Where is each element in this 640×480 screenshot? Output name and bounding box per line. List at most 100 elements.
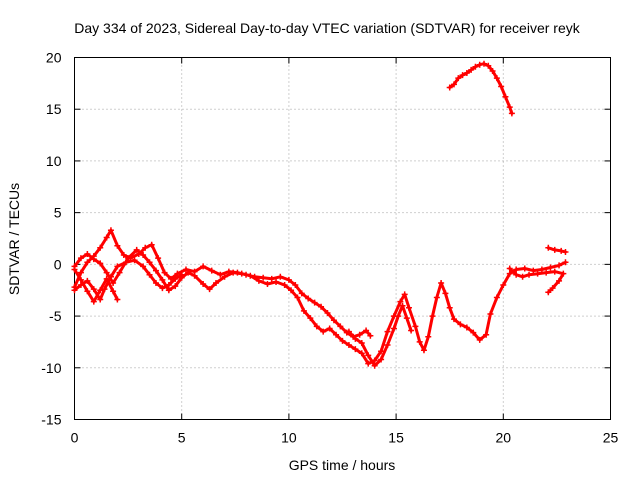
data-point — [352, 346, 359, 353]
data-point — [300, 307, 307, 314]
data-point — [545, 244, 552, 251]
tick-layer: 0 5 10 15 20 25 -15 -10 -5 0 5 10 15 20 — [41, 50, 618, 446]
data-point — [481, 60, 488, 67]
data-point — [378, 348, 385, 355]
y-tick-label: -15 — [41, 412, 61, 428]
data-point — [405, 304, 412, 311]
data-point — [77, 269, 84, 276]
data-point — [365, 360, 372, 367]
data-point — [77, 276, 84, 283]
data-point — [307, 315, 314, 322]
chart-title: Day 334 of 2023, Sidereal Day-to-day VTE… — [74, 20, 580, 36]
y-tick-label: -5 — [49, 308, 62, 324]
data-point — [298, 290, 305, 297]
data-point — [185, 269, 192, 276]
data-point — [326, 325, 333, 332]
data-point — [463, 324, 470, 331]
data-point — [114, 242, 121, 249]
data-point — [172, 275, 179, 282]
data-point — [356, 331, 363, 338]
y-axis-label: SDTVAR / TECUs — [6, 183, 22, 295]
data-point — [131, 257, 138, 264]
data-point — [455, 75, 462, 82]
series-sat-track-1 — [71, 227, 374, 340]
data-point — [110, 279, 117, 286]
data-point — [172, 283, 179, 290]
data-point — [311, 299, 318, 306]
data-point — [395, 313, 402, 320]
data-point — [442, 290, 449, 297]
data-point — [562, 248, 569, 255]
x-tick-label: 20 — [496, 430, 512, 446]
data-point — [268, 275, 275, 282]
data-point — [403, 315, 410, 322]
data-point — [412, 323, 419, 330]
data-point — [277, 273, 284, 280]
series-sat-track-2 — [71, 246, 569, 367]
data-point — [200, 263, 207, 270]
y-tick-label: 15 — [46, 101, 62, 117]
data-point — [549, 285, 556, 292]
y-tick-label: 10 — [46, 153, 62, 169]
data-point — [165, 282, 172, 289]
series-sat-track-8 — [446, 60, 515, 117]
data-point — [140, 252, 147, 259]
data-point — [476, 336, 483, 343]
data-point — [384, 328, 391, 335]
data-point — [545, 289, 552, 296]
data-point — [161, 269, 168, 276]
data-point — [292, 282, 299, 289]
data-point — [238, 270, 245, 277]
data-point — [146, 271, 153, 278]
data-point — [330, 317, 337, 324]
data-point — [281, 282, 288, 289]
y-tick-label: 5 — [54, 205, 62, 221]
data-point — [358, 339, 365, 346]
data-point — [103, 234, 110, 241]
data-point — [450, 81, 457, 88]
data-point — [84, 277, 91, 284]
data-point — [230, 269, 237, 276]
x-tick-label: 25 — [603, 430, 619, 446]
data-point — [191, 272, 198, 279]
data-point — [378, 356, 385, 363]
data-point — [294, 294, 301, 301]
data-point — [551, 246, 558, 253]
series-sat-track-7 — [545, 244, 569, 255]
data-point — [120, 252, 127, 259]
data-point — [339, 337, 346, 344]
data-point — [463, 70, 470, 77]
data-point — [560, 270, 567, 277]
series-sat-track-3 — [71, 257, 185, 303]
data-point — [71, 266, 78, 273]
data-point — [470, 329, 477, 336]
data-point — [305, 295, 312, 302]
data-point — [513, 266, 520, 273]
series-layer — [71, 60, 569, 369]
data-point — [556, 277, 563, 284]
data-point — [493, 75, 500, 82]
data-point — [390, 325, 397, 332]
data-point — [433, 294, 440, 301]
data-point — [116, 269, 123, 276]
data-point — [551, 268, 558, 275]
data-point — [425, 333, 432, 340]
data-point — [487, 311, 494, 318]
plot-frame — [74, 57, 611, 420]
data-point — [384, 342, 391, 349]
data-point — [397, 298, 404, 305]
data-point — [103, 269, 110, 276]
data-point — [84, 288, 91, 295]
data-point — [483, 331, 490, 338]
series-sat-track-4 — [71, 266, 121, 305]
data-point — [122, 259, 129, 266]
data-point — [498, 83, 505, 90]
data-point — [318, 303, 325, 310]
data-point — [206, 286, 213, 293]
data-point — [255, 277, 262, 284]
data-point — [534, 270, 541, 277]
data-point — [526, 271, 533, 278]
data-point — [178, 271, 185, 278]
y-tick-label: 0 — [54, 256, 62, 272]
data-point — [459, 72, 466, 79]
